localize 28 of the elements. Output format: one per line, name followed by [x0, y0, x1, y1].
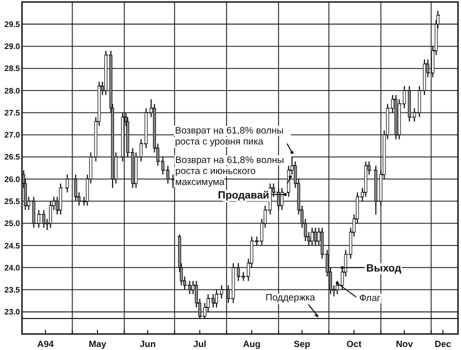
x-tick-label: Aug — [242, 339, 260, 349]
y-tick-label: 24.5 — [4, 241, 21, 250]
annotation: Возврат на 61,8% волны роста с июньского максимума — [175, 154, 284, 188]
annotation: Возврат на 61,8% волны роста с уровня пика — [174, 126, 284, 148]
y-tick-label: 29.0 — [4, 42, 21, 52]
y-tick-label: 25.0 — [4, 219, 21, 228]
y-tick-label: 28.5 — [4, 64, 21, 74]
annotation: Продавай — [218, 190, 270, 202]
x-tick-label: Sep — [294, 339, 311, 349]
y-tick-label: 23.5 — [4, 286, 21, 295]
annotation: Выход — [366, 262, 402, 275]
y-tick-label: 25.5 — [4, 197, 21, 206]
y-tick-label: 26.0 — [4, 174, 21, 184]
y-tick-label: 27.5 — [4, 108, 21, 118]
x-tick-label: Dec — [434, 339, 452, 349]
annotation: Флаг — [359, 293, 381, 304]
x-tick-label: Jul — [193, 339, 206, 349]
x-tick-label: Nov — [396, 339, 413, 349]
x-tick-label: Oct — [346, 339, 362, 349]
y-tick-label: 28.0 — [4, 86, 21, 96]
y-tick-label: 27.0 — [4, 130, 21, 140]
y-tick-label: 26.5 — [4, 152, 21, 162]
y-tick-label: 23.0 — [4, 308, 21, 317]
y-tick-label: 29.5 — [4, 20, 21, 29]
x-tick-label: Jun — [140, 339, 156, 349]
x-tick-label: A94 — [37, 339, 54, 349]
x-tick-label: May — [88, 339, 106, 349]
y-tick-label: 24.0 — [4, 263, 21, 272]
